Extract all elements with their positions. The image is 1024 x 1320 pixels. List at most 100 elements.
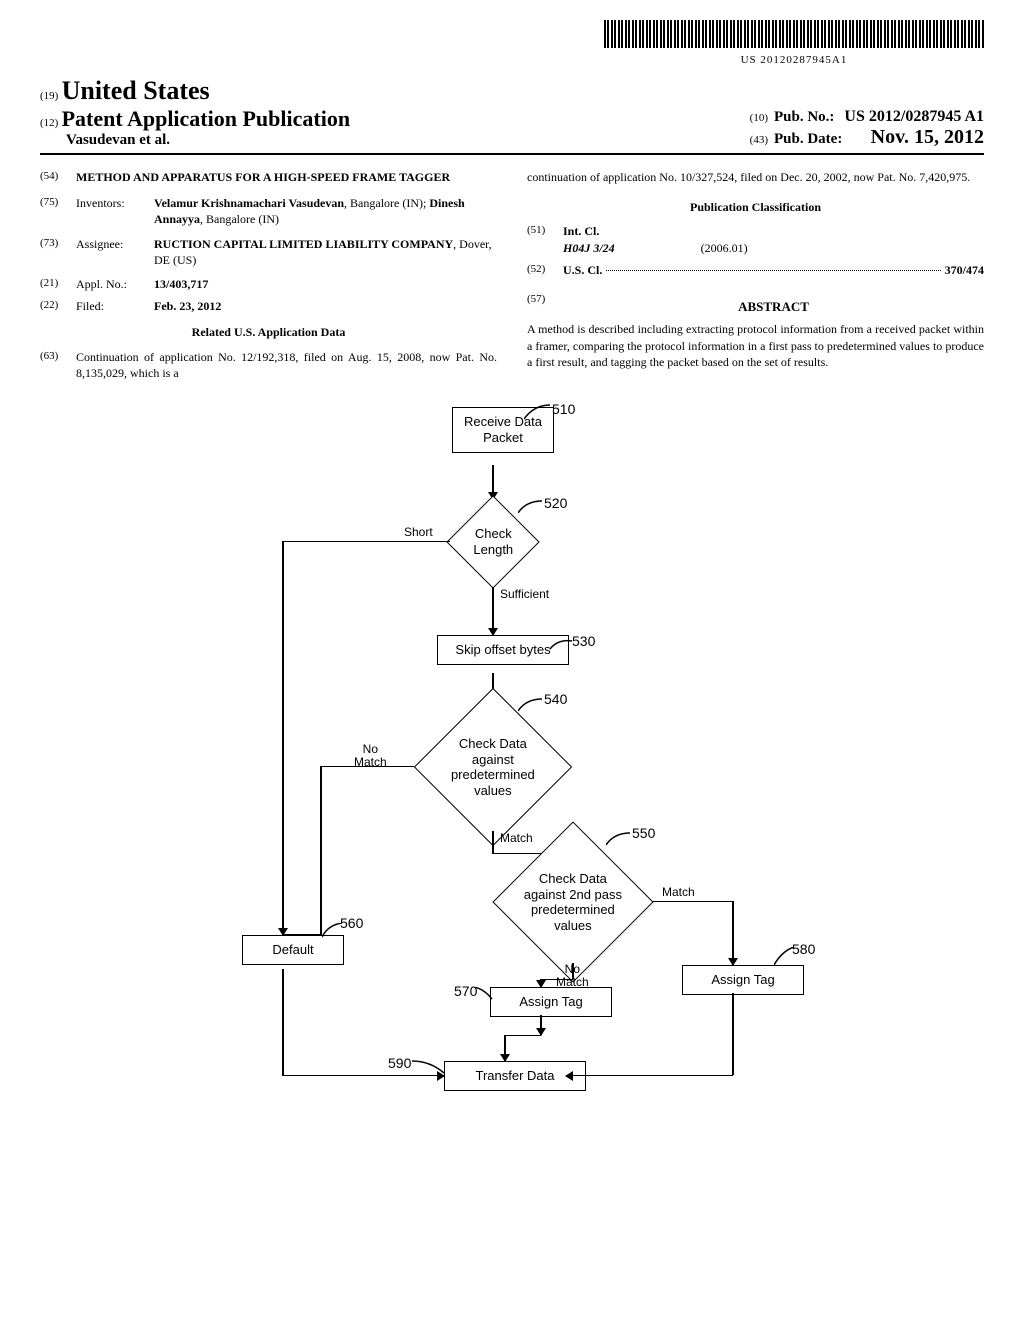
fc-edge-550-down — [572, 963, 574, 979]
uscl-block: U.S. Cl. 370/474 — [563, 262, 984, 278]
fc-ref-line-580 — [774, 947, 796, 967]
fc-label-sufficient: Sufficient — [500, 587, 549, 601]
fc-node-560: Default — [242, 935, 344, 965]
fc-edge-550-570h — [540, 979, 573, 981]
applno-code: (21) — [40, 276, 76, 292]
country-code: (19) — [40, 90, 58, 102]
title-code: (54) — [40, 169, 76, 185]
fc-edge-520-530 — [492, 587, 494, 635]
fc-label-match: Match — [500, 831, 533, 845]
assignee-label: Assignee: — [76, 236, 154, 268]
pub-date-label: Pub. Date: — [774, 131, 842, 148]
pub-date-code: (43) — [750, 134, 768, 146]
inventors-label: Inventors: — [76, 195, 154, 227]
uscl-label: U.S. Cl. — [563, 262, 602, 278]
invention-title: METHOD AND APPARATUS FOR A HIGH-SPEED FR… — [76, 169, 497, 185]
fc-edge-570-590h — [504, 1035, 541, 1037]
fc-node-570: Assign Tag — [490, 987, 612, 1017]
fc-ref-550: 550 — [632, 825, 655, 841]
bibliographic-columns: (54) METHOD AND APPARATUS FOR A HIGH-SPE… — [40, 169, 984, 387]
barcode-graphic — [604, 20, 984, 48]
fc-edge-520-left — [282, 541, 450, 543]
right-column: continuation of application No. 10/327,5… — [527, 169, 984, 387]
continuation-text-2: continuation of application No. 10/327,5… — [527, 169, 984, 185]
fc-ref-520: 520 — [544, 495, 567, 511]
pub-date-value: Nov. 15, 2012 — [871, 126, 984, 149]
fc-node-540: Check Data against predetermined values — [414, 688, 572, 846]
document-header: (19) United States (12) Patent Applicati… — [40, 76, 984, 155]
fc-ref-line-510 — [524, 403, 554, 421]
fc-ref-line-540 — [518, 697, 546, 713]
barcode-number: US 20120287945A1 — [604, 54, 984, 66]
fc-ref-line-520 — [518, 499, 546, 515]
filed-code: (22) — [40, 298, 76, 314]
header-authors: Vasudevan et al. — [66, 132, 350, 149]
pub-no-label: Pub. No.: — [774, 109, 834, 126]
fc-ref-line-560 — [322, 923, 344, 939]
abstract-code: (57) — [527, 292, 563, 316]
fc-edge-570-590v — [504, 1035, 506, 1061]
fc-edge-580-590 — [566, 1075, 733, 1077]
assignee-value: RUCTION CAPITAL LIMITED LIABILITY COMPAN… — [154, 236, 497, 268]
fc-ref-line-550 — [606, 831, 634, 847]
fc-edge-570-590 — [540, 1015, 542, 1035]
inventor-loc-1: , Bangalore (IN); — [344, 196, 429, 210]
left-column: (54) METHOD AND APPARATUS FOR A HIGH-SPE… — [40, 169, 497, 387]
uscl-value: 370/474 — [945, 262, 984, 278]
header-left: (19) United States (12) Patent Applicati… — [40, 76, 350, 149]
assignee-name: RUCTION CAPITAL LIMITED LIABILITY COMPAN… — [154, 237, 453, 251]
fc-edge-520-down — [282, 541, 284, 935]
barcode-section: US 20120287945A1 — [40, 20, 984, 66]
intcl-code: (51) — [527, 223, 563, 255]
fc-node-520-text: Check Length — [461, 526, 525, 557]
assignee-code: (73) — [40, 236, 76, 268]
inventors-value: Velamur Krishnamachari Vasudevan, Bangal… — [154, 195, 497, 227]
pub-no-value: US 2012/0287945 A1 — [844, 108, 984, 126]
fc-edge-510-520 — [492, 465, 494, 499]
inventor-loc-2: , Bangalore (IN) — [200, 212, 279, 226]
fc-ref-line-530 — [550, 639, 574, 653]
fc-edge-550-right — [652, 901, 732, 903]
header-right: (10) Pub. No.: US 2012/0287945 A1 (43) P… — [750, 108, 984, 149]
fc-node-550-text: Check Data against 2nd pass predetermine… — [517, 871, 629, 933]
abstract-label: ABSTRACT — [563, 298, 984, 316]
continuation-code: (63) — [40, 349, 76, 381]
intcl-class: H04J 3/24 — [563, 241, 615, 255]
fc-edge-540-down — [320, 766, 322, 935]
fc-node-540-text: Check Data against predetermined values — [438, 736, 548, 798]
filed-value: Feb. 23, 2012 — [154, 298, 497, 314]
fc-label-short: Short — [404, 525, 433, 539]
intcl-year: (2006.01) — [701, 241, 748, 255]
fc-node-580: Assign Tag — [682, 965, 804, 995]
pub-type-code: (12) — [40, 117, 58, 129]
fc-ref-590: 590 — [388, 1055, 411, 1071]
inventor-name-1: Velamur Krishnamachari Vasudevan — [154, 196, 344, 210]
pub-type: Patent Application Publication — [62, 106, 350, 131]
flowchart: Receive Data Packet 510 Check Length 520… — [212, 407, 812, 1107]
uscl-leader — [606, 270, 940, 271]
uscl-code: (52) — [527, 262, 563, 278]
fc-edge-580-down — [732, 993, 734, 1075]
fc-edge-540-left — [320, 766, 414, 768]
filed-label: Filed: — [76, 298, 154, 314]
fc-edge-560-down — [282, 969, 284, 1075]
classification-title: Publication Classification — [527, 199, 984, 215]
inventors-code: (75) — [40, 195, 76, 227]
abstract-text: A method is described including extracti… — [527, 321, 984, 370]
fc-ref-line-570 — [474, 987, 494, 1001]
fc-ref-540: 540 — [544, 691, 567, 707]
applno-label: Appl. No.: — [76, 276, 154, 292]
pub-no-code: (10) — [750, 112, 768, 124]
fc-ref-530: 530 — [572, 633, 595, 649]
fc-edge-550-580 — [732, 901, 734, 965]
fc-edge-560-590 — [282, 1075, 444, 1077]
related-data-title: Related U.S. Application Data — [40, 324, 497, 340]
intcl-block: Int. Cl. H04J 3/24 (2006.01) — [563, 223, 984, 255]
fc-ref-510: 510 — [552, 401, 575, 417]
applno-value: 13/403,717 — [154, 276, 497, 292]
fc-edge-540-match-v — [492, 831, 494, 853]
country-name: United States — [62, 76, 210, 105]
continuation-text: Continuation of application No. 12/192,3… — [76, 349, 497, 381]
fc-label-match2: Match — [662, 885, 695, 899]
intcl-label: Int. Cl. — [563, 224, 599, 238]
